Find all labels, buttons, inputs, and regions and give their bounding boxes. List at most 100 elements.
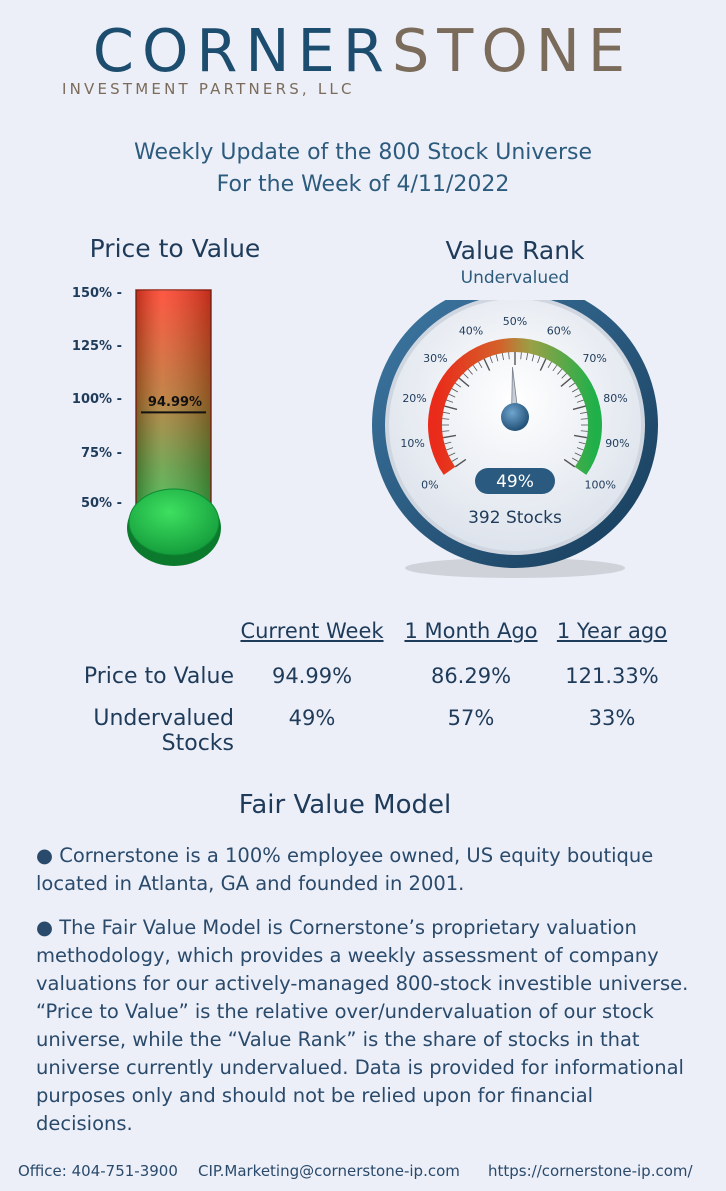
gauge-tick (508, 352, 510, 360)
table-cell: 121.33% (565, 664, 659, 688)
gauge-tick (483, 358, 491, 371)
gauge-tick (444, 441, 452, 445)
gauge-tick (472, 364, 478, 372)
report-date: For the Week of 4/11/2022 (216, 172, 510, 197)
gauge-tick (571, 388, 579, 393)
gauge-tick (520, 352, 522, 360)
thermometer-title: Price to Value (89, 234, 261, 263)
gauge-tick (443, 411, 451, 414)
gauge-scale-label: 20% (402, 392, 426, 405)
table-cell: 49% (288, 706, 336, 730)
gauge-scale-label: 10% (400, 437, 424, 450)
gauge-tick (444, 405, 458, 411)
gauge-tick (537, 356, 541, 364)
gauge-tick (478, 361, 483, 369)
thermometer-value-label: 94.99% (147, 395, 203, 411)
gauge-tick (579, 411, 587, 414)
model-paragraph-1: ● Cornerstone is a 100% employee owned, … (36, 844, 654, 895)
gauge-scale-label: 80% (603, 392, 627, 405)
gauge-scale-label: 0% (421, 479, 438, 492)
gauge-tick (448, 452, 456, 457)
gauge-tick (557, 368, 563, 375)
gauge-scale-label: 70% (582, 352, 606, 365)
footer-email[interactable]: CIP.Marketing@cornerstone-ip.com (198, 1162, 460, 1180)
gauge-tick (568, 382, 576, 388)
gauge-tick (571, 457, 579, 462)
gauge-tick (573, 434, 588, 439)
gauge-tick (576, 447, 584, 451)
gauge-subtitle: Undervalued (460, 268, 570, 288)
gauge-arc (428, 338, 602, 475)
gauge-scale-label: 50% (503, 315, 527, 328)
gauge-stock-count: 392 Stocks (468, 508, 562, 528)
gauge-tick (580, 430, 588, 432)
model-title: Fair Value Model (238, 790, 452, 820)
row-label-undervalued-stocks: Undervalued Stocks (93, 706, 234, 756)
column-header-1-month-ago: 1 Month Ago (404, 619, 538, 643)
column-header-current-week: Current Week (240, 619, 384, 643)
gauge-tick (526, 353, 529, 361)
tick-label: 150% - (71, 286, 122, 301)
gauge-tick (547, 361, 552, 369)
gauge-tick (539, 358, 547, 371)
gauge-tick (454, 458, 467, 468)
gauge-scale-label: 60% (547, 325, 571, 338)
gauge-tick (467, 368, 473, 375)
gauge-scale-labels: 0% 10% 20% 30% 40% 50% 60% 70% 80% 90% 100% (400, 315, 629, 492)
model-paragraph-2: ● The Fair Value Model is Cornerstone’s … (36, 916, 689, 1135)
gauge-hub (501, 403, 529, 431)
gauge-tick (448, 393, 456, 398)
column-header-1-year-ago: 1 Year ago (556, 619, 668, 643)
gauge-scale-label: 40% (459, 325, 483, 338)
gauge-tick (495, 354, 499, 362)
gauge-tick (489, 356, 493, 364)
gauge-tick (451, 457, 459, 462)
gauge-tick (576, 399, 584, 403)
gauge-tick (578, 441, 586, 445)
gauge-tick (442, 430, 450, 432)
logo-subtitle: INVESTMENT PARTNERS, LLC (62, 80, 355, 98)
gauge-tick (580, 418, 588, 420)
gauge-tick (531, 354, 535, 362)
gauge-value-pill (475, 468, 555, 494)
gauge-tick (572, 405, 586, 411)
gauge-scale-label: 100% (584, 479, 615, 492)
gauge-scale-label: 30% (423, 352, 447, 365)
tick-label: 100% - (71, 392, 122, 407)
tick-label: 50% - (80, 496, 122, 511)
table-cell: 57% (447, 706, 495, 730)
gauge-tick (442, 418, 450, 420)
gauge-tick (574, 452, 582, 457)
row-label-price-to-value: Price to Value (83, 664, 234, 689)
gauge-tick (451, 388, 459, 393)
footer-phone: Office: 404-751-3900 (18, 1162, 178, 1180)
gauge-tick (454, 382, 462, 388)
gauge-tick (563, 458, 576, 468)
table-cell: 86.29% (430, 664, 512, 688)
gauge-tick (552, 364, 558, 372)
gauge-ticks (442, 352, 588, 468)
gauge-tick (446, 399, 454, 403)
gauge-tick (463, 373, 469, 379)
table-cell: 33% (588, 706, 636, 730)
logo-part-1: CORNER (92, 16, 392, 85)
gauge-tick (458, 377, 470, 387)
logo-part-2: STONE (391, 16, 634, 85)
thermometer-graphic (127, 289, 221, 566)
company-logo: CORNERSTONE (0, 16, 726, 86)
gauge-scale-label: 90% (605, 437, 629, 450)
table-cell: 94.99% (271, 664, 353, 688)
tick-label: 125% - (71, 339, 122, 354)
gauge-tick (574, 393, 582, 398)
tick-label: 75% - (80, 446, 122, 461)
gauge-tick (501, 353, 504, 361)
gauge-tick (446, 447, 454, 451)
gauge-value-label: 49% (496, 472, 534, 492)
gauge-title: Value Rank (445, 236, 585, 265)
gauge-tick (560, 377, 572, 387)
report-title: Weekly Update of the 800 Stock Universe (134, 140, 592, 165)
gauge-tick (442, 434, 457, 439)
gauge-tick (561, 373, 567, 379)
footer-website[interactable]: https://cornerstone-ip.com/ (488, 1162, 693, 1180)
value-rank-gauge: 0% 10% 20% 30% 40% 50% 60% 70% 80% 90% 100% (372, 300, 658, 578)
